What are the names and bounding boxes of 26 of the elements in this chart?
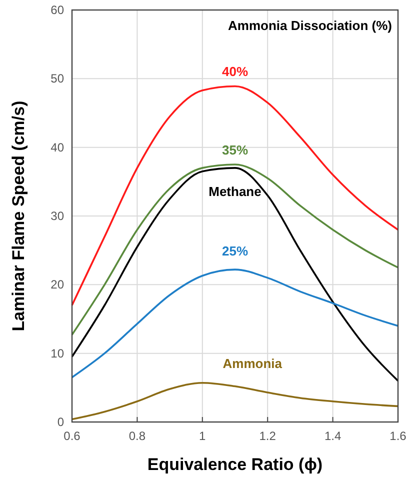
x-tick-label: 0.8 <box>128 429 146 443</box>
x-axis-title: Equivalence Ratio (ϕ) <box>147 455 323 474</box>
series-label: 40% <box>222 64 248 80</box>
y-tick-label: 60 <box>50 3 64 17</box>
y-tick-label: 20 <box>50 278 64 292</box>
series-label: Ammonia <box>222 356 283 371</box>
line-series <box>71 382 399 420</box>
line-series <box>71 85 399 306</box>
x-tick-label: 1.2 <box>259 429 276 443</box>
x-tick-label: 1.4 <box>324 429 342 443</box>
x-tick-label: 0.6 <box>64 429 81 443</box>
y-tick-label: 0 <box>57 415 64 429</box>
y-tick-label: 30 <box>50 209 64 223</box>
series-label: Methane <box>208 184 262 199</box>
y-tick-label: 10 <box>50 346 64 360</box>
y-tick-label: 40 <box>50 140 64 154</box>
line-series <box>71 268 399 378</box>
x-tick-label: 1.6 <box>390 429 406 443</box>
y-axis-title: Laminar Flame Speed (cm/s) <box>9 100 28 332</box>
x-tick-label: 1 <box>199 429 206 443</box>
annotation: Ammonia Dissociation (%) <box>228 18 392 33</box>
series-label: 25% <box>222 244 248 259</box>
line-series <box>71 164 399 336</box>
line-series <box>71 167 399 382</box>
y-tick-label: 50 <box>50 72 64 86</box>
series-label: 35% <box>222 142 248 158</box>
